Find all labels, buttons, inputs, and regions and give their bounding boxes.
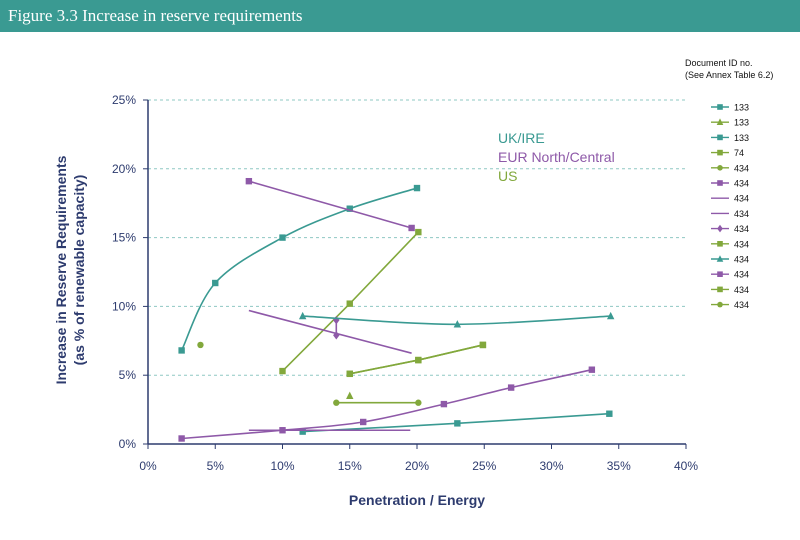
x-tick-label: 30% [539,459,563,473]
legend-label: 434 [734,179,749,189]
data-point [279,234,286,241]
data-point [333,331,340,340]
series-line [248,180,412,229]
data-point [245,177,253,185]
legend-swatch-marker [717,271,723,277]
x-tick-label: 40% [674,459,698,473]
legend-label: 434 [734,270,749,280]
region-label: US [498,168,517,184]
data-point [413,184,421,192]
data-point [440,400,448,408]
data-point [333,399,340,406]
legend-label: 434 [734,209,749,219]
y-tick-label: 10% [112,299,136,313]
data-point [479,341,487,349]
legend-label: 133 [734,133,749,143]
data-point [606,311,615,320]
legend-label: 434 [734,285,749,295]
data-point [178,435,185,442]
legend-swatch-marker [717,104,723,110]
legend-swatch-marker [717,149,723,156]
series-line [248,309,412,354]
series-line [181,368,593,440]
data-point [346,300,353,307]
data-point [507,384,515,391]
legend-label: 434 [734,300,749,310]
x-tick-label: 15% [338,459,362,473]
data-point [279,367,286,375]
y-tick-label: 25% [112,93,136,107]
legend-swatch-marker [717,134,723,141]
legend-label: 74 [734,148,744,158]
data-point [197,341,204,349]
x-tick-label: 25% [472,459,496,473]
legend-swatch-marker [716,118,724,125]
x-tick-label: 5% [207,459,225,473]
legend-label: 434 [734,255,749,265]
y-axis-title-line-1: Increase in Reserve Requirements [53,155,69,384]
data-point [346,370,353,378]
legend-label: 434 [734,239,749,249]
region-label: UK/IRE [498,130,545,146]
region-label: EUR North/Central [498,149,615,165]
x-tick-label: 20% [405,459,429,473]
data-point [298,311,307,320]
legend-swatch-marker [717,241,723,247]
y-axis-title-line-2: (as % of renewable capacity) [71,175,87,366]
legend-title-line-2: (See Annex Table 6.2) [685,70,773,80]
data-point [408,224,415,232]
y-tick-label: 15% [112,231,136,245]
data-point [279,427,286,434]
figure-title-bar: Figure 3.3 Increase in reserve requireme… [0,0,800,32]
y-tick-label: 0% [119,437,137,451]
legend-title-line-1: Document ID no. [685,58,753,68]
legend-swatch-marker [717,180,723,186]
data-point [453,320,462,328]
data-point [333,315,340,325]
data-point [415,228,422,236]
x-tick-label: 10% [270,459,294,473]
x-tick-label: 0% [139,459,157,473]
data-point [588,366,596,373]
legend-swatch-marker [717,301,723,308]
legend-swatch-marker [716,255,724,262]
data-point [346,391,354,400]
legend-label: 434 [734,163,749,173]
data-point [415,356,422,364]
legend-swatch-marker [717,286,723,293]
legend-label: 133 [734,103,749,113]
data-point [606,410,613,417]
legend-swatch-marker [717,165,723,171]
data-point [415,399,422,406]
data-point [178,347,185,354]
legend-label: 434 [734,224,749,234]
x-tick-label: 35% [607,459,631,473]
legend-label: 133 [734,118,749,128]
y-tick-label: 5% [119,368,137,382]
data-point [212,279,219,287]
data-point [299,428,306,435]
y-tick-label: 20% [112,162,136,176]
data-point [346,205,353,212]
data-point [360,418,367,426]
legend-swatch-marker [717,224,723,233]
figure-title: Figure 3.3 Increase in reserve requireme… [8,6,303,25]
legend-label: 434 [734,194,749,204]
data-point [454,420,461,427]
x-axis-title: Penetration / Energy [349,492,485,508]
